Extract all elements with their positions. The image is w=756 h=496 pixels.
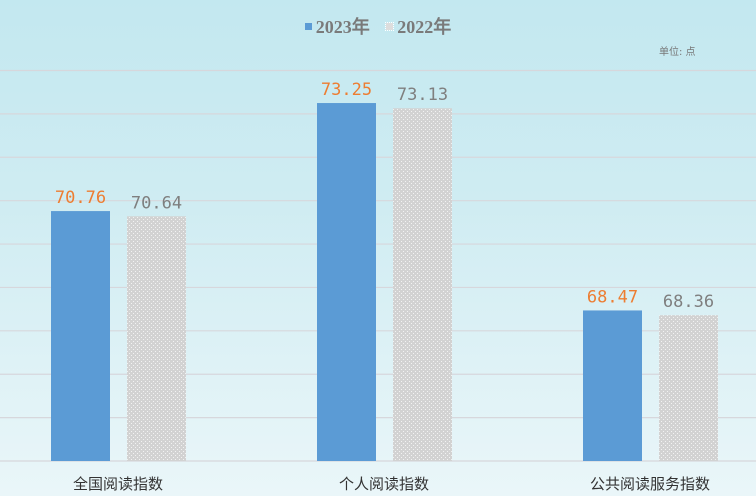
data-label: 70.76 [55,188,106,208]
data-label: 68.36 [663,292,714,312]
data-label: 68.47 [587,287,638,307]
bar-2022 [393,108,452,461]
legend: 2023年 2022年 [0,13,756,39]
unit-label: 单位: 点 [659,47,696,58]
data-label: 70.64 [131,193,182,213]
category-label: 全国阅读指数 [73,475,163,493]
bar-2023 [583,310,642,461]
data-label: 73.25 [321,80,372,100]
legend-item-2023: 2023年 [304,13,370,39]
data-label: 73.13 [397,85,448,105]
bar-2023 [317,103,376,462]
bar-2022 [659,315,718,461]
category-label: 个人阅读指数 [339,475,429,493]
legend-item-2022: 2022年 [385,13,452,39]
legend-label-2022: 2022年 [397,17,452,37]
legend-label-2023: 2023年 [315,17,370,37]
bar-2023 [51,211,110,461]
legend-swatch-2023 [304,22,312,30]
category-label: 公共阅读服务指数 [590,475,710,493]
legend-swatch-2022 [385,21,395,31]
bar-2022 [127,216,186,461]
